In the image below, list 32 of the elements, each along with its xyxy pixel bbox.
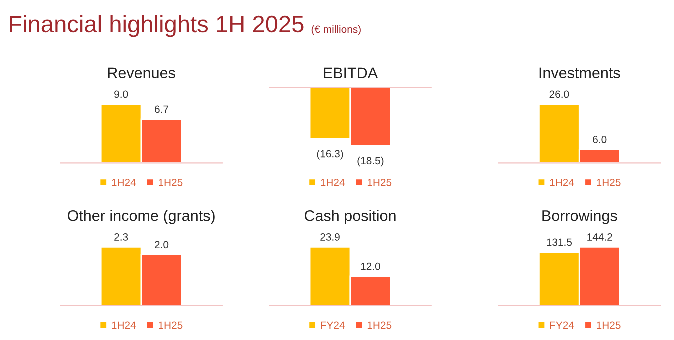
data-label: (18.5)	[358, 156, 384, 167]
data-label: 6.7	[155, 106, 168, 114]
legend-label: 1H25	[597, 322, 621, 330]
chart-title: Cash position	[304, 210, 396, 224]
chart-title: Investments	[540, 68, 620, 79]
data-label: 144.2	[588, 234, 612, 241]
data-label: 131.5	[547, 238, 572, 246]
data-label: 2.0	[155, 241, 169, 249]
chart-title: Revenues	[108, 68, 176, 79]
data-label: 2.3	[114, 234, 128, 241]
data-label: (16.3)	[317, 150, 344, 160]
legend-label: 1H25	[368, 322, 392, 330]
data-label: 6.0	[593, 136, 607, 144]
legend-label: 1H25	[159, 322, 183, 330]
data-label: 12.0	[361, 262, 380, 270]
text: (€ millions)	[312, 26, 361, 36]
chart-title: Borrowings	[542, 210, 618, 224]
data-label: 9.0	[114, 90, 128, 98]
legend-label: 1H24	[550, 178, 574, 186]
legend-label: 1H25	[368, 178, 392, 186]
data-label: 26.0	[550, 90, 570, 98]
legend-label: 1H24	[112, 322, 136, 330]
legend-label: FY24	[321, 322, 345, 330]
text: Financial highlights 1H 2025	[10, 15, 304, 38]
legend-label: 1H24	[321, 178, 345, 186]
legend-label: 1H25	[597, 178, 621, 186]
legend-label: FY24	[550, 322, 574, 330]
legend-label: 1H24	[112, 178, 136, 186]
chart-title: EBITDA	[324, 68, 378, 78]
chart-title: Other income (grants)	[68, 210, 215, 224]
data-label: 23.9	[320, 234, 340, 241]
legend-label: 1H25	[159, 178, 183, 186]
